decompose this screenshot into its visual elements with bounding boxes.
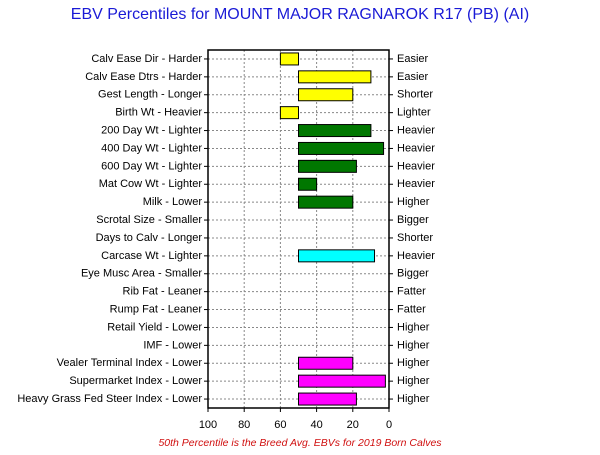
- right-label: Easier: [397, 71, 429, 83]
- right-label: Higher: [397, 196, 430, 208]
- right-label: Lighter: [397, 107, 431, 119]
- right-label: Higher: [397, 339, 430, 351]
- x-tick-label: 40: [310, 419, 322, 431]
- bar: [298, 70, 372, 84]
- bar: [298, 374, 386, 388]
- y-tick-label: Mat Cow Wt - Lighter: [99, 178, 203, 190]
- x-tick-label: 0: [386, 419, 392, 431]
- bar: [279, 106, 299, 120]
- bar: [298, 195, 354, 209]
- right-label: Bigger: [397, 214, 429, 226]
- bar: [298, 392, 357, 406]
- y-tick-label: Carcase Wt - Lighter: [101, 250, 202, 262]
- right-label: Fatter: [397, 303, 426, 315]
- y-tick-label: IMF - Lower: [143, 339, 202, 351]
- y-tick-label: Birth Wt - Heavier: [115, 107, 202, 119]
- right-label: Higher: [397, 393, 430, 405]
- y-tick-label: Gest Length - Longer: [98, 89, 202, 101]
- y-tick-label: Retail Yield - Lower: [107, 321, 202, 333]
- y-tick-label: Rump Fat - Leaner: [110, 303, 203, 315]
- y-tick-label: Scrotal Size - Smaller: [96, 214, 202, 226]
- y-tick-label: Heavy Grass Fed Steer Index - Lower: [17, 393, 202, 405]
- y-tick-label: Calv Ease Dir - Harder: [91, 53, 202, 65]
- x-tick-label: 100: [199, 419, 217, 431]
- y-tick-label: Vealer Terminal Index - Lower: [57, 357, 203, 369]
- right-label: Heavier: [397, 124, 435, 136]
- y-tick-label: 600 Day Wt - Lighter: [101, 160, 202, 172]
- bar: [298, 249, 376, 263]
- y-tick-label: Days to Calv - Longer: [96, 232, 203, 244]
- y-tick-label: Eye Musc Area - Smaller: [81, 268, 202, 280]
- y-tick-label: Milk - Lower: [143, 196, 203, 208]
- x-tick-label: 60: [274, 419, 286, 431]
- right-label: Easier: [397, 53, 429, 65]
- y-tick-label: 400 Day Wt - Lighter: [101, 142, 202, 154]
- y-tick-label: Supermarket Index - Lower: [69, 375, 202, 387]
- right-label: Heavier: [397, 160, 435, 172]
- bar: [298, 159, 357, 173]
- right-label: Heavier: [397, 178, 435, 190]
- bar: [298, 356, 354, 370]
- right-label: Shorter: [397, 232, 433, 244]
- right-label: Heavier: [397, 142, 435, 154]
- y-tick-label: 200 Day Wt - Lighter: [101, 124, 202, 136]
- plot-frame: [207, 49, 390, 409]
- y-tick-label: Rib Fat - Leaner: [123, 286, 203, 298]
- chart-title: EBV Percentiles for MOUNT MAJOR RAGNAROK…: [71, 6, 529, 23]
- right-label: Higher: [397, 357, 430, 369]
- bar: [298, 141, 385, 155]
- footnote: 50th Percentile is the Breed Avg. EBVs f…: [158, 437, 442, 449]
- right-label: Higher: [397, 321, 430, 333]
- bar: [279, 52, 299, 66]
- bar: [298, 124, 372, 138]
- right-label: Fatter: [397, 286, 426, 298]
- x-tick-label: 80: [238, 419, 250, 431]
- right-label: Higher: [397, 375, 430, 387]
- y-tick-label: Calv Ease Dtrs - Harder: [85, 71, 202, 83]
- right-label: Bigger: [397, 268, 429, 280]
- right-label: Shorter: [397, 89, 433, 101]
- bar: [298, 177, 318, 191]
- bar: [298, 88, 354, 102]
- right-label: Heavier: [397, 250, 435, 262]
- x-tick-label: 20: [347, 419, 359, 431]
